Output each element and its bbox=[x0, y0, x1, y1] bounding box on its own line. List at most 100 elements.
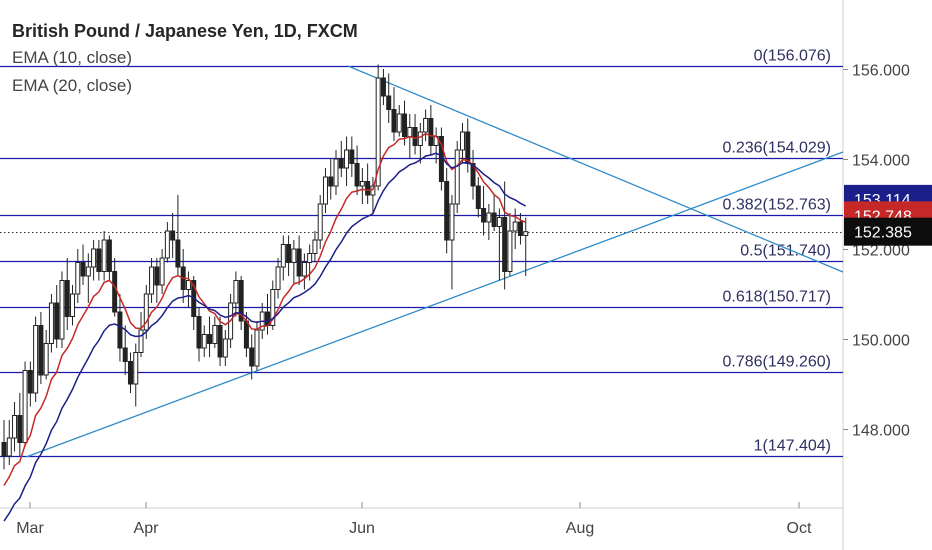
candle bbox=[275, 258, 281, 299]
candle-body-down bbox=[96, 248, 102, 272]
trendlines bbox=[25, 65, 844, 458]
candle-body-down bbox=[112, 271, 118, 313]
candle bbox=[12, 402, 18, 452]
candle-body-up bbox=[164, 230, 170, 259]
candle-body-up bbox=[423, 118, 429, 133]
candle-body-up bbox=[133, 352, 139, 385]
descending-trendline bbox=[347, 65, 844, 273]
ema10-line bbox=[3, 132, 526, 486]
candle-body-up bbox=[91, 248, 97, 268]
candle bbox=[291, 240, 297, 285]
candle bbox=[217, 316, 223, 366]
candle-body-down bbox=[481, 208, 487, 223]
candle bbox=[233, 271, 239, 317]
candle-body-down bbox=[154, 266, 160, 286]
candle bbox=[196, 307, 202, 362]
candle-body-up bbox=[48, 302, 54, 344]
candle bbox=[459, 123, 465, 164]
price-badge: 152.385 bbox=[844, 217, 932, 246]
ema20-legend: EMA (20, close) bbox=[12, 76, 132, 95]
candle bbox=[296, 235, 302, 285]
fib-level-label: 0(156.076) bbox=[754, 48, 831, 65]
candle-body-up bbox=[43, 343, 49, 376]
candle-body-up bbox=[212, 325, 218, 344]
candle bbox=[444, 168, 450, 254]
candle bbox=[149, 258, 155, 303]
candle bbox=[270, 280, 276, 330]
candle bbox=[338, 141, 344, 177]
candle-body-up bbox=[486, 212, 492, 223]
candle bbox=[512, 208, 518, 249]
time-tick-label: Mar bbox=[16, 520, 44, 537]
candle-body-up bbox=[138, 329, 144, 353]
candle-body-up bbox=[307, 253, 313, 263]
candle bbox=[507, 213, 513, 276]
candle bbox=[127, 352, 133, 393]
fibonacci-levels: 0(156.076) 0.236(154.029) 0.382(152.763) 0.… bbox=[0, 48, 843, 458]
candle bbox=[380, 69, 386, 105]
time-tick-label: Aug bbox=[566, 520, 594, 537]
price-tick-label: 148.000 bbox=[852, 423, 910, 440]
candle bbox=[207, 316, 213, 357]
candle-body-down bbox=[122, 347, 128, 362]
candle-body-up bbox=[12, 415, 18, 439]
candle-body-up bbox=[512, 221, 518, 232]
candle-body-down bbox=[286, 244, 292, 263]
candle-body-down bbox=[249, 347, 255, 367]
candle bbox=[301, 253, 307, 290]
candle bbox=[106, 235, 112, 281]
candle-body-up bbox=[70, 293, 76, 317]
candle-body-down bbox=[349, 149, 355, 164]
candle-body-down bbox=[217, 325, 223, 358]
candle-body-up bbox=[59, 280, 65, 340]
candle bbox=[117, 294, 123, 362]
candle bbox=[328, 159, 334, 200]
candle bbox=[449, 195, 455, 290]
candle bbox=[185, 271, 191, 308]
candle bbox=[386, 73, 392, 123]
candle bbox=[201, 325, 207, 357]
ema10-legend: EMA (10, close) bbox=[12, 48, 132, 67]
candle bbox=[85, 253, 91, 303]
candle bbox=[48, 294, 54, 353]
candle bbox=[154, 258, 160, 303]
candle-body-down bbox=[243, 320, 249, 349]
candle-body-down bbox=[1, 442, 7, 457]
candle-body-down bbox=[296, 248, 302, 277]
candle-body-up bbox=[344, 149, 350, 169]
candle-body-down bbox=[54, 302, 60, 340]
candle bbox=[417, 123, 423, 164]
candle bbox=[143, 285, 149, 339]
candle-body-down bbox=[238, 280, 244, 322]
candle bbox=[133, 343, 139, 407]
candle-body-up bbox=[222, 338, 228, 358]
candle bbox=[502, 181, 508, 290]
candle bbox=[75, 249, 81, 303]
candle-body-down bbox=[27, 370, 33, 394]
time-tick-label: Apr bbox=[134, 520, 160, 537]
price-tick-label: 150.000 bbox=[852, 333, 910, 350]
candle bbox=[317, 195, 323, 249]
candle bbox=[344, 136, 350, 186]
chart-legend: British Pound / Japanese Yen, 1D, FXCM E… bbox=[12, 20, 358, 99]
candle bbox=[491, 195, 497, 231]
candle bbox=[333, 150, 339, 195]
fib-level-label: 0.236(154.029) bbox=[722, 140, 831, 157]
candle bbox=[22, 361, 28, 447]
candle-body-down bbox=[196, 316, 202, 349]
candle-body-up bbox=[22, 370, 28, 443]
candle-body-up bbox=[201, 334, 207, 349]
price-tick-label: 156.000 bbox=[852, 63, 910, 80]
candle bbox=[475, 177, 481, 218]
candle-body-up bbox=[149, 266, 155, 295]
candle-body-up bbox=[333, 158, 339, 187]
candle-body-up bbox=[6, 437, 12, 457]
candle-body-down bbox=[517, 221, 523, 236]
plot-area bbox=[0, 0, 844, 550]
candle bbox=[38, 312, 44, 384]
candle-body-up bbox=[417, 131, 423, 146]
candle bbox=[391, 87, 397, 141]
candle-body-up bbox=[454, 149, 460, 205]
price-badge-bg bbox=[844, 217, 932, 246]
